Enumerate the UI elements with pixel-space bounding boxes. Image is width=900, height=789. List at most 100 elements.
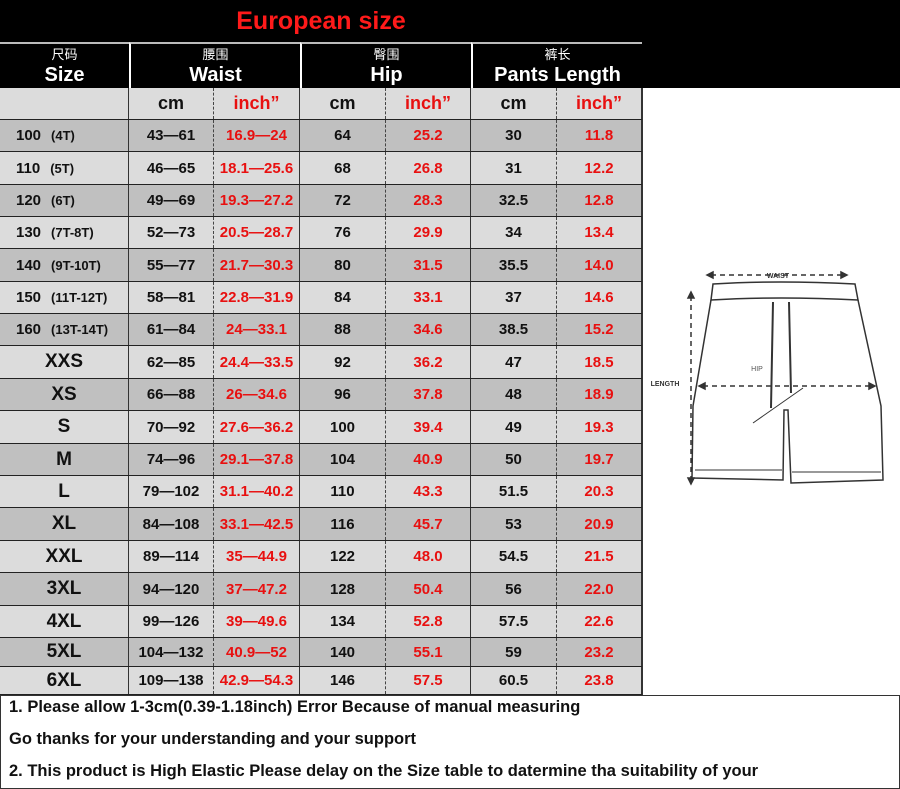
hip-in-cell: 43.3 — [386, 476, 471, 507]
hip-cm-cell: 116 — [300, 508, 386, 540]
waist-in-cell: 27.6—36.2 — [214, 411, 300, 443]
table-row: S 70—92 27.6—36.2 100 39.4 49 19.3 — [0, 411, 642, 444]
hip-in-cell: 52.8 — [386, 606, 471, 637]
table-row: 130 (7T-8T) 52—73 20.5—28.7 76 29.9 34 13.4 — [0, 217, 642, 249]
table-row: 120 (6T) 49—69 19.3—27.2 72 28.3 32.5 12.8 — [0, 185, 642, 217]
hip-in-cell: 40.9 — [386, 444, 471, 475]
hip-cm-cell: 96 — [300, 379, 386, 410]
waist-cm-cell: 70—92 — [129, 411, 214, 443]
size-value: 160 — [16, 321, 42, 338]
size-value: 150 — [16, 289, 42, 306]
size-cell: XS — [0, 379, 129, 410]
waist-in-cell: 19.3—27.2 — [214, 185, 300, 216]
size-cell: 110 (5T) — [0, 152, 129, 184]
table-row: 110 (5T) 46—65 18.1—25.6 68 26.8 31 12.2 — [0, 152, 642, 185]
table-row: 6XL 109—138 42.9—54.3 146 57.5 60.5 23.8 — [0, 667, 642, 695]
header-cn: 尺码 — [51, 47, 78, 62]
unit-cm: cm — [129, 88, 214, 119]
len-in-cell: 18.9 — [557, 379, 642, 410]
len-cm-cell: 48 — [471, 379, 557, 410]
size-value: XXL — [45, 545, 83, 567]
hip-cm-cell: 88 — [300, 314, 386, 345]
len-cm-cell: 49 — [471, 411, 557, 443]
size-cell: XXL — [0, 541, 129, 572]
waist-in-cell: 24—33.1 — [214, 314, 300, 345]
hip-cm-cell: 146 — [300, 667, 386, 694]
len-cm-cell: 54.5 — [471, 541, 557, 572]
size-cell: 150 (11T-12T) — [0, 282, 129, 313]
unit-cm: cm — [300, 88, 386, 119]
unit-cm: cm — [471, 88, 557, 119]
hip-in-cell: 50.4 — [386, 573, 471, 605]
header-size: 尺码 Size — [0, 42, 129, 88]
waist-cm-cell: 89—114 — [129, 541, 214, 572]
size-value: 100 — [16, 127, 42, 144]
len-in-cell: 21.5 — [557, 541, 642, 572]
waist-cm-cell: 61—84 — [129, 314, 214, 345]
len-in-cell: 19.7 — [557, 444, 642, 475]
size-cell: XL — [0, 508, 129, 540]
waist-cm-cell: 58—81 — [129, 282, 214, 313]
len-in-cell: 18.5 — [557, 346, 642, 378]
hip-in-cell: 28.3 — [386, 185, 471, 216]
hip-label: HIP — [751, 366, 763, 373]
waist-in-cell: 33.1—42.5 — [214, 508, 300, 540]
waist-in-cell: 21.7—30.3 — [214, 249, 300, 281]
hip-cm-cell: 128 — [300, 573, 386, 605]
waist-cm-cell: 49—69 — [129, 185, 214, 216]
size-value: 3XL — [46, 578, 82, 599]
waist-cm-cell: 109—138 — [129, 667, 214, 694]
table-row: 160 (13T-14T) 61—84 24—33.1 88 34.6 38.5 15.2 — [0, 314, 642, 346]
age-value: (11T-12T) — [51, 290, 108, 305]
waist-in-cell: 18.1—25.6 — [214, 152, 300, 184]
hip-in-cell: 25.2 — [386, 120, 471, 151]
size-cell: S — [0, 411, 129, 443]
size-value: 5XL — [46, 641, 82, 662]
header-en: Pants Length — [494, 64, 621, 86]
waist-cm-cell: 84—108 — [129, 508, 214, 540]
len-cm-cell: 38.5 — [471, 314, 557, 345]
header-en: Size — [44, 64, 85, 86]
waist-cm-cell: 99—126 — [129, 606, 214, 637]
hip-cm-cell: 134 — [300, 606, 386, 637]
len-cm-cell: 57.5 — [471, 606, 557, 637]
len-cm-cell: 53 — [471, 508, 557, 540]
len-in-cell: 15.2 — [557, 314, 642, 345]
size-value: L — [58, 480, 70, 502]
table-row: 3XL 94—120 37—47.2 128 50.4 56 22.0 — [0, 573, 642, 606]
age-value: (13T-14T) — [51, 322, 109, 337]
waist-in-cell: 31.1—40.2 — [214, 476, 300, 507]
table-row: 100 (4T) 43—61 16.9—24 64 25.2 30 11.8 — [0, 120, 642, 152]
size-value: M — [56, 448, 72, 470]
waist-cm-cell: 104—132 — [129, 638, 214, 666]
table-row: 150 (11T-12T) 58—81 22.8—31.9 84 33.1 37 14.6 — [0, 282, 642, 314]
hip-in-cell: 26.8 — [386, 152, 471, 184]
waist-cm-cell: 94—120 — [129, 573, 214, 605]
hip-in-cell: 39.4 — [386, 411, 471, 443]
len-in-cell: 13.4 — [557, 217, 642, 248]
unit-inch: inch” — [557, 88, 642, 119]
unit-inch: inch” — [386, 88, 471, 119]
hip-in-cell: 29.9 — [386, 217, 471, 248]
size-value: 110 — [16, 159, 41, 177]
len-in-cell: 12.8 — [557, 185, 642, 216]
waist-in-cell: 42.9—54.3 — [214, 667, 300, 694]
header-en: Waist — [189, 64, 242, 86]
size-cell: 4XL — [0, 606, 129, 637]
note-1: 1. Please allow 1-3cm(0.39-1.18inch) Err… — [9, 698, 581, 716]
table-row: 140 (9T-10T) 55—77 21.7—30.3 80 31.5 35.5 14.0 — [0, 249, 642, 282]
header-cn: 裤长 — [544, 47, 571, 62]
table-row: XXS 62—85 24.4—33.5 92 36.2 47 18.5 — [0, 346, 642, 379]
header-waist: 腰围 Waist — [129, 42, 300, 88]
len-in-cell: 23.8 — [557, 667, 642, 694]
hip-in-cell: 36.2 — [386, 346, 471, 378]
length-label: LENGTH — [651, 381, 680, 388]
size-cell: 160 (13T-14T) — [0, 314, 129, 345]
len-in-cell: 20.9 — [557, 508, 642, 540]
age-value: (9T-10T) — [51, 257, 101, 273]
len-in-cell: 14.6 — [557, 282, 642, 313]
waist-in-cell: 26—34.6 — [214, 379, 300, 410]
size-cell: 140 (9T-10T) — [0, 249, 129, 281]
waist-cm-cell: 46—65 — [129, 152, 214, 184]
size-cell: 130 (7T-8T) — [0, 217, 129, 248]
